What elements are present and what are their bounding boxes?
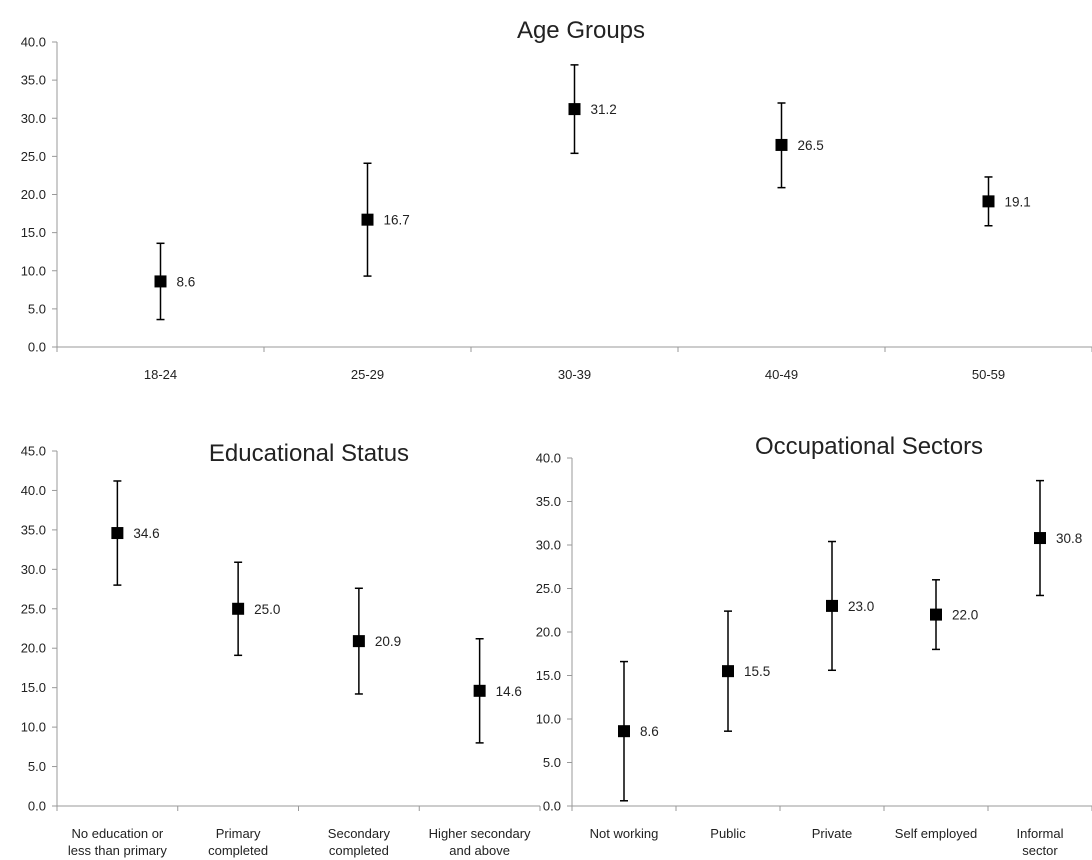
x-category-label: and above (449, 843, 510, 858)
x-category-label: sector (1022, 843, 1058, 858)
x-category-label: Informal (1017, 826, 1064, 841)
data-label: 31.2 (591, 102, 617, 117)
data-label: 22.0 (952, 608, 978, 623)
data-point-marker (775, 138, 788, 151)
data-point-marker (361, 213, 374, 226)
chart-title: Age Groups (517, 17, 645, 44)
x-category-label: 40-49 (765, 367, 798, 382)
data-label: 8.6 (177, 274, 196, 289)
x-category-label: completed (208, 843, 268, 858)
y-tick-label: 35.0 (21, 522, 46, 537)
y-tick-label: 40.0 (536, 451, 561, 466)
x-category-label: 50-59 (972, 367, 1005, 382)
y-tick-label: 25.0 (21, 601, 46, 616)
y-tick-label: 0.0 (28, 799, 46, 814)
x-category-label: Public (710, 826, 746, 841)
data-point-marker (473, 684, 486, 697)
chart-occupational-sectors: Occupational Sectors 0.0 5.0 10.0 15.0 20.0 25… (536, 433, 1092, 858)
x-category-label: 30-39 (558, 367, 591, 382)
data-point-marker (154, 275, 167, 288)
x-category-label: Secondary (328, 826, 391, 841)
data-point-marker (982, 195, 995, 208)
data-label: 25.0 (254, 602, 280, 617)
data-point-marker (232, 602, 245, 615)
data-label: 8.6 (640, 724, 659, 739)
y-tick-label: 30.0 (21, 562, 46, 577)
chart-title: Occupational Sectors (755, 433, 983, 460)
y-tick-label: 30.0 (21, 111, 46, 126)
y-tick-label: 10.0 (536, 712, 561, 727)
data-point-marker (722, 665, 734, 678)
data-label: 16.7 (384, 213, 410, 228)
x-category-label: Not working (590, 826, 659, 841)
y-tick-label: 15.0 (21, 680, 46, 695)
x-category-label: No education or (71, 826, 163, 841)
y-tick-label: 20.0 (21, 641, 46, 656)
y-tick-label: 30.0 (536, 538, 561, 553)
x-category-label: 25-29 (351, 367, 384, 382)
x-category-label: Self employed (895, 826, 977, 841)
y-tick-label: 10.0 (21, 720, 46, 735)
data-label: 15.5 (744, 664, 770, 679)
y-tick-label: 25.0 (21, 149, 46, 164)
data-label: 14.6 (496, 684, 522, 699)
x-category-label: Higher secondary (429, 826, 531, 841)
data-label: 19.1 (1005, 194, 1031, 209)
data-point-marker (618, 725, 630, 738)
y-tick-label: 40.0 (21, 35, 46, 50)
y-tick-label: 15.0 (536, 668, 561, 683)
y-tick-label: 35.0 (21, 73, 46, 88)
y-tick-label: 20.0 (21, 187, 46, 202)
y-tick-label: 35.0 (536, 494, 561, 509)
data-point-marker (1034, 532, 1046, 545)
chart-educational-status: Educational Status 0.0 5.0 10.0 15.0 20.0 25.0… (21, 440, 541, 858)
y-tick-label: 5.0 (28, 301, 46, 316)
data-label: 20.9 (375, 634, 401, 649)
data-label: 30.8 (1056, 531, 1082, 546)
x-category-label: less than primary (68, 843, 167, 858)
chart-age-groups: Age Groups 0.0 5.0 10.0 15.0 20.0 25.0 30.0 35.0… (21, 17, 1092, 382)
x-category-label: 18-24 (144, 367, 177, 382)
y-tick-label: 0.0 (543, 799, 561, 814)
y-tick-label: 5.0 (28, 759, 46, 774)
data-label: 34.6 (133, 526, 159, 541)
data-point-marker (826, 599, 838, 612)
data-point-marker (568, 103, 581, 116)
data-label: 23.0 (848, 599, 874, 614)
data-point-marker (352, 635, 365, 648)
y-tick-label: 25.0 (536, 581, 561, 596)
data-point-marker (930, 608, 942, 621)
y-tick-label: 45.0 (21, 444, 46, 459)
y-tick-label: 40.0 (21, 483, 46, 498)
data-point-marker (111, 527, 124, 540)
y-tick-label: 20.0 (536, 625, 561, 640)
x-category-label: Primary (216, 826, 261, 841)
y-tick-label: 0.0 (28, 340, 46, 355)
y-tick-label: 5.0 (543, 755, 561, 770)
chart-title: Educational Status (209, 440, 409, 467)
x-category-label: Private (812, 826, 852, 841)
y-tick-label: 10.0 (21, 263, 46, 278)
data-label: 26.5 (798, 138, 824, 153)
x-category-label: completed (329, 843, 389, 858)
y-tick-label: 15.0 (21, 225, 46, 240)
